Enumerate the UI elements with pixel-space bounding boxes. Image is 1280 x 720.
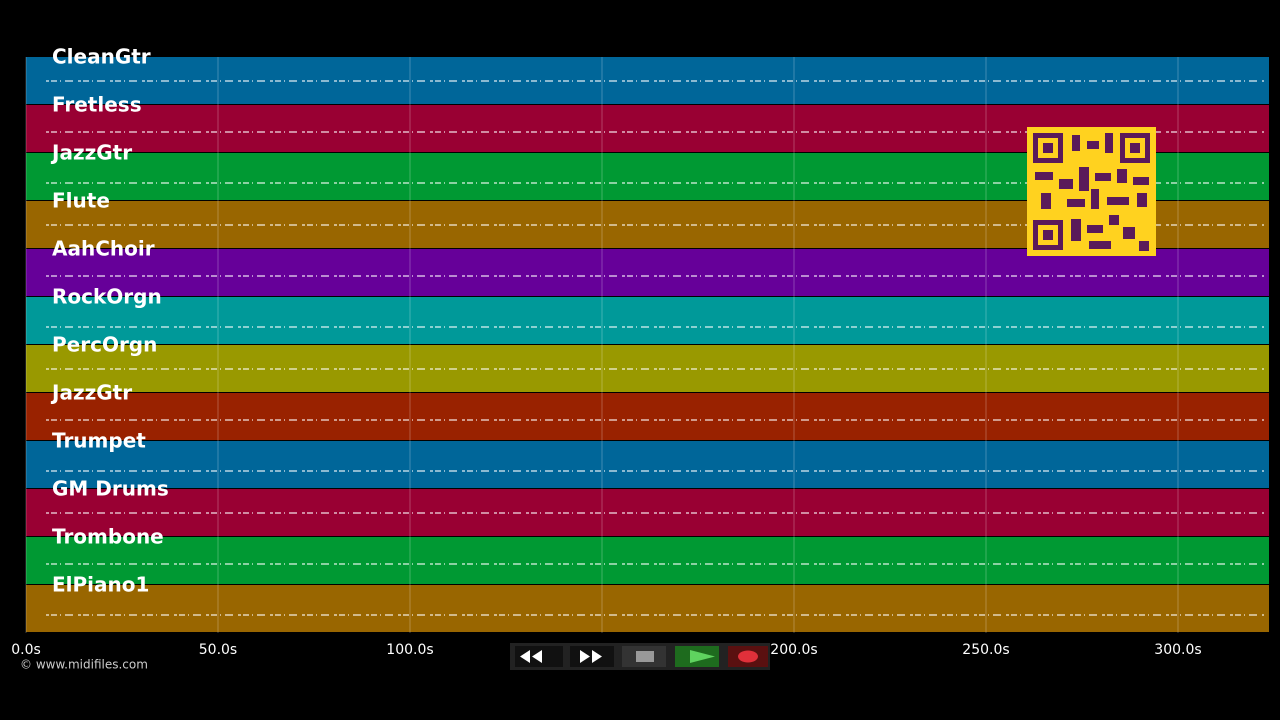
track-label: Trombone xyxy=(52,525,164,549)
transport-controls xyxy=(510,643,770,670)
track-row xyxy=(26,297,1269,344)
play-button[interactable] xyxy=(675,646,719,667)
rewind-button[interactable] xyxy=(515,646,563,667)
stop-button[interactable] xyxy=(622,646,666,667)
x-tick-label: 250.0s xyxy=(962,642,1009,658)
credit: © www.midifiles.com xyxy=(20,658,148,672)
record-button[interactable] xyxy=(728,646,768,667)
qr-code xyxy=(1027,127,1156,256)
x-tick-label: 0.0s xyxy=(11,642,41,658)
x-tick-label: 100.0s xyxy=(386,642,433,658)
track-row xyxy=(26,393,1269,440)
track-label: AahChoir xyxy=(52,237,155,261)
track-label: PercOrgn xyxy=(52,333,157,357)
track-label: JazzGtr xyxy=(50,381,132,405)
track-row xyxy=(26,249,1269,296)
track-label: Flute xyxy=(52,189,110,213)
track-label: Fretless xyxy=(52,93,142,117)
track-row xyxy=(26,441,1269,488)
track-label: ElPiano1 xyxy=(52,573,149,597)
track-label: GM Drums xyxy=(52,477,169,501)
track-label: CleanGtr xyxy=(52,45,151,69)
forward-button[interactable] xyxy=(570,646,614,667)
track-row xyxy=(26,585,1269,632)
track-label: JazzGtr xyxy=(50,141,132,165)
track-row xyxy=(26,537,1269,584)
x-tick-label: 200.0s xyxy=(770,642,817,658)
track-label: RockOrgn xyxy=(52,285,162,309)
x-tick-label: 50.0s xyxy=(199,642,237,658)
track-label: Trumpet xyxy=(52,429,146,453)
x-tick-label: 300.0s xyxy=(1154,642,1201,658)
